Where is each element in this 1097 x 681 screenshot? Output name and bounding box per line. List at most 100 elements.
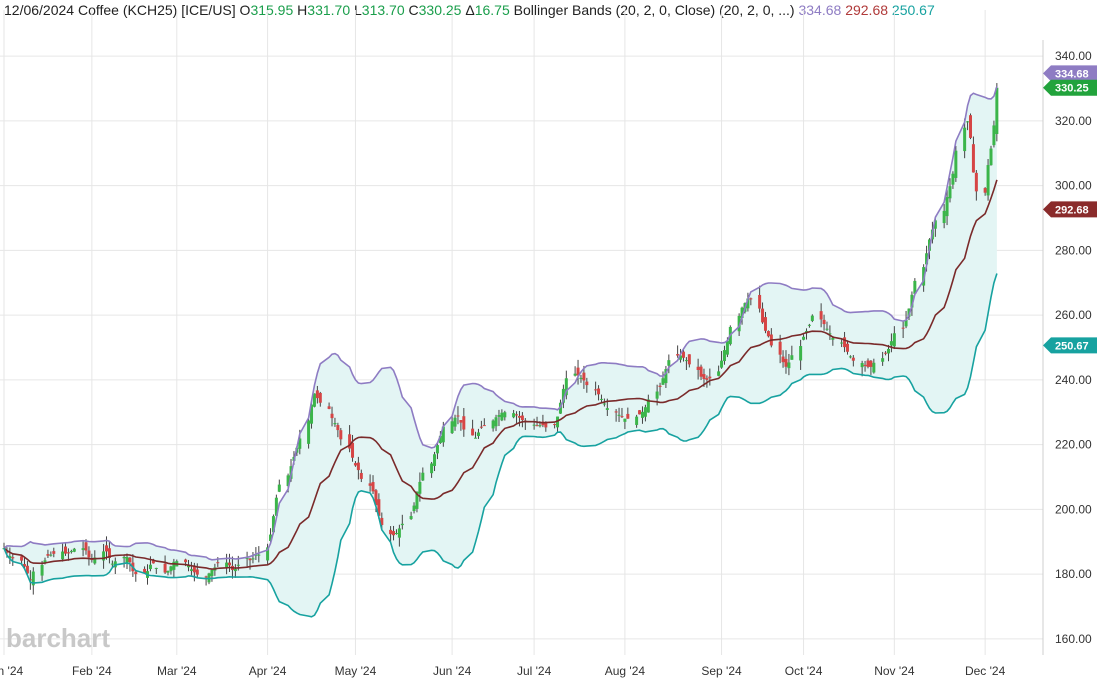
candle-up: [8, 556, 12, 559]
candle-down: [866, 360, 870, 367]
candle-up: [286, 475, 290, 487]
candle-up: [310, 404, 314, 424]
candle-up: [810, 315, 814, 321]
candle-up: [799, 346, 803, 361]
candle-up: [453, 417, 457, 427]
candle-up: [418, 481, 422, 494]
candle-down: [336, 425, 340, 431]
candle-up: [558, 402, 562, 414]
candle-down: [128, 557, 132, 563]
candle-down: [597, 388, 601, 395]
middle-band-tag: [1043, 201, 1097, 218]
candle-up: [889, 341, 893, 346]
candle-down: [851, 357, 855, 361]
candle-up: [872, 362, 876, 373]
candle-up: [948, 186, 952, 199]
candle-down: [582, 372, 586, 381]
candle-up: [441, 426, 445, 443]
candle-up: [233, 568, 237, 572]
candle-down: [107, 548, 111, 559]
chart-header: 12/06/2024 Coffee (KCH25) [ICE/US] O315.…: [4, 2, 935, 18]
candle-up: [892, 333, 896, 347]
candle-up: [415, 491, 419, 509]
candle-up: [740, 307, 744, 319]
candle-up: [397, 528, 401, 538]
lower-band-value: 250.67: [891, 2, 935, 18]
candle-down: [471, 428, 475, 436]
candle-down: [884, 352, 888, 354]
candle-down: [392, 531, 396, 536]
candle-up: [667, 360, 671, 366]
upper-band-line: [3, 86, 998, 561]
candle-down: [348, 434, 352, 449]
candle-up: [81, 548, 85, 550]
candle-down: [676, 354, 680, 356]
x-tick-label: Dec '24: [965, 664, 1006, 678]
candle-up: [474, 437, 478, 439]
y-tick-label: 200.00: [1055, 502, 1092, 516]
change-value: 16.75: [474, 2, 510, 18]
candle-down: [784, 358, 788, 367]
candle-down: [778, 341, 782, 355]
candle-down: [620, 416, 624, 418]
candle-down: [517, 415, 521, 418]
candle-up: [494, 417, 498, 427]
candle-down: [482, 425, 486, 427]
candle-down: [228, 562, 232, 566]
candle-up: [438, 435, 442, 443]
low-value: 313.70: [361, 2, 405, 18]
candle-down: [318, 392, 322, 403]
candle-up: [664, 369, 668, 384]
middle-band-value: 292.68: [845, 2, 889, 18]
candle-down: [708, 376, 712, 379]
x-tick-label: Apr '24: [249, 664, 287, 678]
candle-up: [254, 554, 258, 556]
candle-up: [831, 337, 835, 340]
candle-up: [476, 432, 480, 437]
candle-up: [43, 560, 47, 563]
candle-up: [266, 547, 270, 561]
close-price-tag-label: 330.25: [1055, 83, 1089, 95]
candle-down: [353, 463, 357, 466]
header-symbol[interactable]: Coffee (KCH25) [ICE/US]: [77, 2, 236, 18]
candle-up: [848, 356, 852, 358]
candle-up: [725, 340, 729, 355]
y-axis: 160.00 180.00 200.00 220.00 240.00 260.00 280.…: [1055, 49, 1092, 646]
candle-down: [626, 413, 630, 419]
study-name[interactable]: Bollinger Bands (20, 2, 0, Close): [513, 2, 716, 18]
candle-up: [746, 298, 750, 309]
candle-down: [699, 366, 703, 377]
candle-down: [681, 351, 685, 358]
upper-band-tag-label: 334.68: [1055, 68, 1089, 80]
candle-up: [500, 412, 504, 421]
candle-down: [204, 576, 208, 578]
candle-down: [64, 546, 68, 554]
candle-down: [163, 563, 167, 573]
candle-up: [312, 393, 316, 407]
candle-up: [910, 294, 914, 308]
candle-down: [195, 569, 199, 575]
candle-down: [749, 298, 753, 300]
candle-up: [122, 556, 126, 559]
high-label: H: [297, 2, 308, 18]
candle-down: [594, 389, 598, 391]
change-label: Δ: [465, 2, 475, 18]
candle-down: [23, 564, 27, 567]
candle-up: [31, 571, 35, 586]
candle-up: [679, 355, 683, 360]
candle-up: [802, 336, 806, 340]
candle-down: [87, 550, 91, 558]
candle-up: [333, 423, 337, 425]
upper-band-tag: [1043, 65, 1097, 82]
candle-up: [790, 355, 794, 360]
candle-down: [696, 366, 700, 370]
candle-down: [479, 426, 483, 428]
candle-up: [257, 554, 261, 556]
candle-up: [807, 324, 811, 326]
candle-up: [992, 125, 996, 146]
open-value: 315.95: [250, 2, 294, 18]
candle-up: [435, 445, 439, 454]
candle-up: [532, 424, 536, 426]
candle-down: [184, 559, 188, 563]
